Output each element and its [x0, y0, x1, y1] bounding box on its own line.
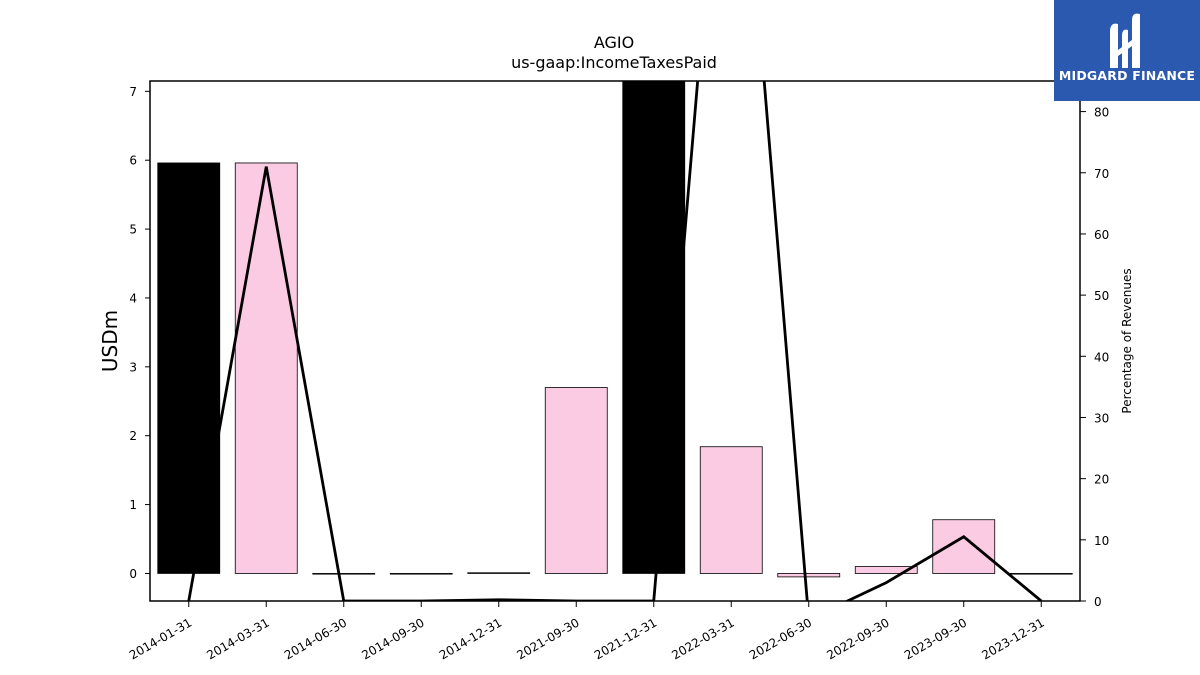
bar-2022-03-31	[699, 446, 763, 574]
y2-tick-label-40: 40	[1094, 350, 1109, 364]
y2-tick-label-60: 60	[1094, 228, 1109, 242]
y-tick-label-3: 3	[129, 360, 137, 374]
bar-2014-12-31	[467, 572, 531, 574]
y2-axis-label: Percentage of Revenues	[1120, 268, 1134, 413]
y-tick-label-5: 5	[129, 223, 137, 237]
pct-revenue-line	[187, 81, 1043, 601]
x-tick-label-2022-03-31: 2022-03-31	[669, 615, 736, 662]
x-tick-label-2022-09-30: 2022-09-30	[824, 615, 891, 662]
bar-2022-06-30	[777, 573, 841, 578]
y-tick-label-0: 0	[129, 567, 137, 581]
y-tick-label-2: 2	[129, 429, 137, 443]
x-tick-label-2022-06-30: 2022-06-30	[747, 615, 814, 662]
plot-frame	[149, 80, 1081, 602]
x-tick-label-2014-01-31: 2014-01-31	[127, 615, 194, 662]
chart-subtitle: us-gaap:IncomeTaxesPaid	[511, 53, 717, 72]
bar-2014-09-30	[389, 573, 453, 575]
y2-tick-label-50: 50	[1094, 289, 1109, 303]
bar-2014-06-30	[312, 573, 376, 575]
x-tick-label-2021-09-30: 2021-09-30	[514, 615, 581, 662]
logo-mark-icon	[1110, 13, 1140, 69]
y2-tick-label-0: 0	[1094, 595, 1102, 609]
y-tick-label-6: 6	[129, 154, 137, 168]
y2-tick-label-30: 30	[1094, 411, 1109, 425]
plot-marks	[157, 81, 1073, 601]
bar-2021-09-30	[544, 387, 608, 574]
y-tick-label-7: 7	[129, 85, 137, 99]
bar-2023-09-30	[932, 519, 996, 574]
chart-title: AGIO	[594, 33, 634, 52]
y2-tick-label-80: 80	[1094, 106, 1109, 120]
x-tick-label-2014-09-30: 2014-09-30	[359, 615, 426, 662]
midgard-finance-logo: MIDGARD FINANCE	[1054, 0, 1200, 101]
bar-2022-09-30	[854, 566, 918, 574]
y-tick-label-1: 1	[129, 498, 137, 512]
bar-2023-12-31	[1009, 573, 1073, 575]
logo-text: MIDGARD FINANCE	[1058, 68, 1196, 83]
x-tick-label-2014-06-30: 2014-06-30	[282, 615, 349, 662]
y2-tick-label-20: 20	[1094, 473, 1109, 487]
y2-tick-label-10: 10	[1094, 534, 1109, 548]
x-tick-label-2021-12-31: 2021-12-31	[592, 615, 659, 662]
x-tick-label-2023-09-30: 2023-09-30	[902, 615, 969, 662]
y-tick-label-4: 4	[129, 291, 137, 305]
bar-2014-03-31	[234, 162, 298, 574]
bar-2014-01-31	[157, 162, 221, 574]
y2-tick-label-70: 70	[1094, 167, 1109, 181]
y-axis-label: USDm	[98, 310, 122, 372]
bar-2021-12-31	[622, 81, 686, 574]
x-tick-label-2023-12-31: 2023-12-31	[979, 615, 1046, 662]
x-tick-label-2014-03-31: 2014-03-31	[204, 615, 271, 662]
x-tick-label-2014-12-31: 2014-12-31	[437, 615, 504, 662]
